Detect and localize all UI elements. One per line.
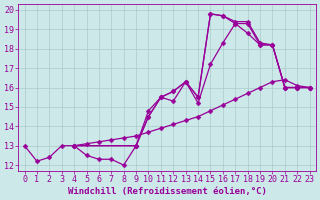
X-axis label: Windchill (Refroidissement éolien,°C): Windchill (Refroidissement éolien,°C): [68, 187, 267, 196]
